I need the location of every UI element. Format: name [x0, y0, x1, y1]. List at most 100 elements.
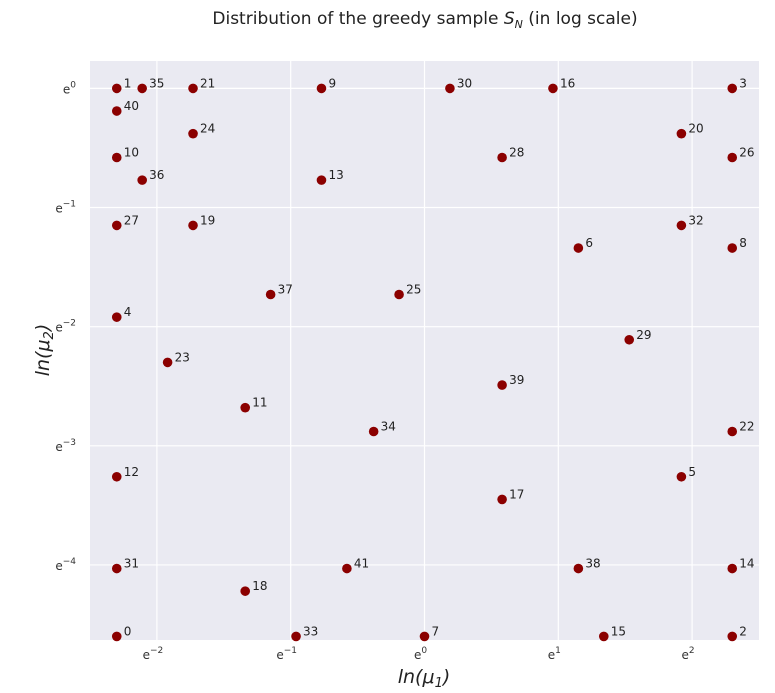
data-point	[727, 152, 738, 163]
data-point-label: 37	[278, 283, 293, 297]
data-point	[111, 106, 122, 116]
data-point	[445, 83, 455, 94]
data-point	[162, 357, 173, 368]
y-tick-label: e−2	[55, 319, 76, 335]
data-point	[727, 631, 738, 642]
data-point-label: 9	[328, 76, 336, 90]
data-point-label: 10	[124, 146, 139, 160]
data-point-label: 34	[381, 420, 396, 434]
data-points: 0123456789101112131415161718192021222324…	[111, 76, 755, 642]
data-point-label: 1	[124, 76, 132, 90]
data-point	[188, 83, 198, 94]
data-point-label: 7	[432, 624, 440, 638]
data-point	[497, 380, 507, 390]
data-point-label: 36	[149, 168, 164, 182]
data-point	[394, 289, 404, 300]
data-point	[316, 83, 327, 94]
data-point	[240, 586, 251, 596]
data-point	[316, 175, 327, 185]
data-point-label: 17	[509, 487, 524, 501]
x-tick-label: e−1	[276, 646, 297, 662]
data-point	[291, 631, 301, 642]
data-point-label: 35	[149, 76, 164, 90]
data-point-label: 27	[124, 213, 139, 227]
data-point	[573, 243, 584, 253]
data-point	[676, 128, 687, 139]
data-point	[676, 471, 687, 482]
data-point-label: 16	[560, 76, 575, 90]
data-point	[727, 243, 738, 253]
data-point	[497, 494, 507, 505]
data-point-label: 29	[636, 328, 651, 342]
data-point	[265, 289, 276, 300]
data-point-label: 13	[328, 168, 343, 182]
data-point	[111, 152, 122, 163]
y-tick-label: e0	[63, 80, 76, 96]
data-point	[676, 220, 687, 231]
y-axis-label: ln(μ2)	[32, 324, 57, 377]
chart-title: Distribution of the greedy sample SN (in…	[212, 9, 637, 31]
data-point-label: 30	[457, 76, 472, 90]
data-point	[111, 83, 122, 94]
data-point	[188, 128, 198, 139]
data-point-label: 19	[200, 213, 215, 227]
data-point-label: 38	[585, 557, 600, 571]
data-point-label: 22	[739, 420, 754, 434]
data-point	[240, 402, 251, 413]
data-point-label: 23	[175, 350, 190, 364]
y-tick-label: e−1	[55, 200, 76, 216]
data-point-label: 0	[124, 624, 132, 638]
grid-lines	[90, 61, 759, 640]
data-point-label: 3	[739, 76, 747, 90]
data-point-label: 41	[354, 557, 369, 571]
data-point	[137, 175, 147, 185]
data-point-label: 26	[739, 146, 754, 160]
x-tick-label: e0	[414, 646, 427, 662]
data-point	[548, 83, 558, 94]
data-point-label: 2	[739, 624, 747, 638]
y-tick-labels: e0 e−1 e−2 e−3 e−4	[55, 80, 76, 573]
data-point	[727, 83, 738, 94]
data-point-label: 18	[252, 579, 267, 593]
data-point	[111, 563, 122, 574]
y-tick-label: e−3	[55, 438, 76, 454]
data-point-label: 24	[200, 122, 215, 136]
data-point	[111, 220, 122, 231]
data-point-label: 11	[252, 396, 267, 410]
data-point	[137, 83, 147, 94]
x-tick-label: e2	[682, 646, 695, 662]
data-point-label: 20	[688, 122, 703, 136]
data-point-label: 25	[406, 283, 421, 297]
data-point	[419, 631, 430, 642]
data-point-label: 31	[124, 557, 139, 571]
data-point-label: 21	[200, 76, 215, 90]
data-point-label: 8	[739, 236, 747, 250]
x-axis-label: ln(μ1)	[398, 666, 451, 691]
data-point	[111, 631, 122, 642]
data-point	[573, 563, 584, 574]
x-tick-label: e−2	[143, 646, 164, 662]
data-point-label: 32	[688, 213, 703, 227]
data-point	[727, 426, 738, 437]
data-point-label: 15	[611, 624, 626, 638]
data-point	[368, 426, 379, 437]
data-point	[624, 334, 635, 345]
data-point-label: 4	[124, 305, 132, 319]
data-point	[188, 220, 198, 231]
data-point	[111, 312, 122, 322]
data-point	[111, 471, 122, 482]
data-point-label: 33	[303, 624, 318, 638]
data-point-label: 28	[509, 146, 524, 160]
data-point-label: 14	[739, 557, 754, 571]
data-point	[727, 563, 738, 574]
data-point-label: 40	[124, 99, 139, 113]
data-point-label: 5	[688, 465, 696, 479]
data-point	[598, 631, 609, 642]
data-point-label: 12	[124, 465, 139, 479]
data-point	[342, 563, 352, 574]
y-tick-label: e−4	[55, 557, 76, 573]
data-point-label: 6	[585, 236, 593, 250]
x-tick-labels: e−2 e−1 e0 e1 e2	[143, 646, 695, 662]
x-tick-label: e1	[548, 646, 561, 662]
